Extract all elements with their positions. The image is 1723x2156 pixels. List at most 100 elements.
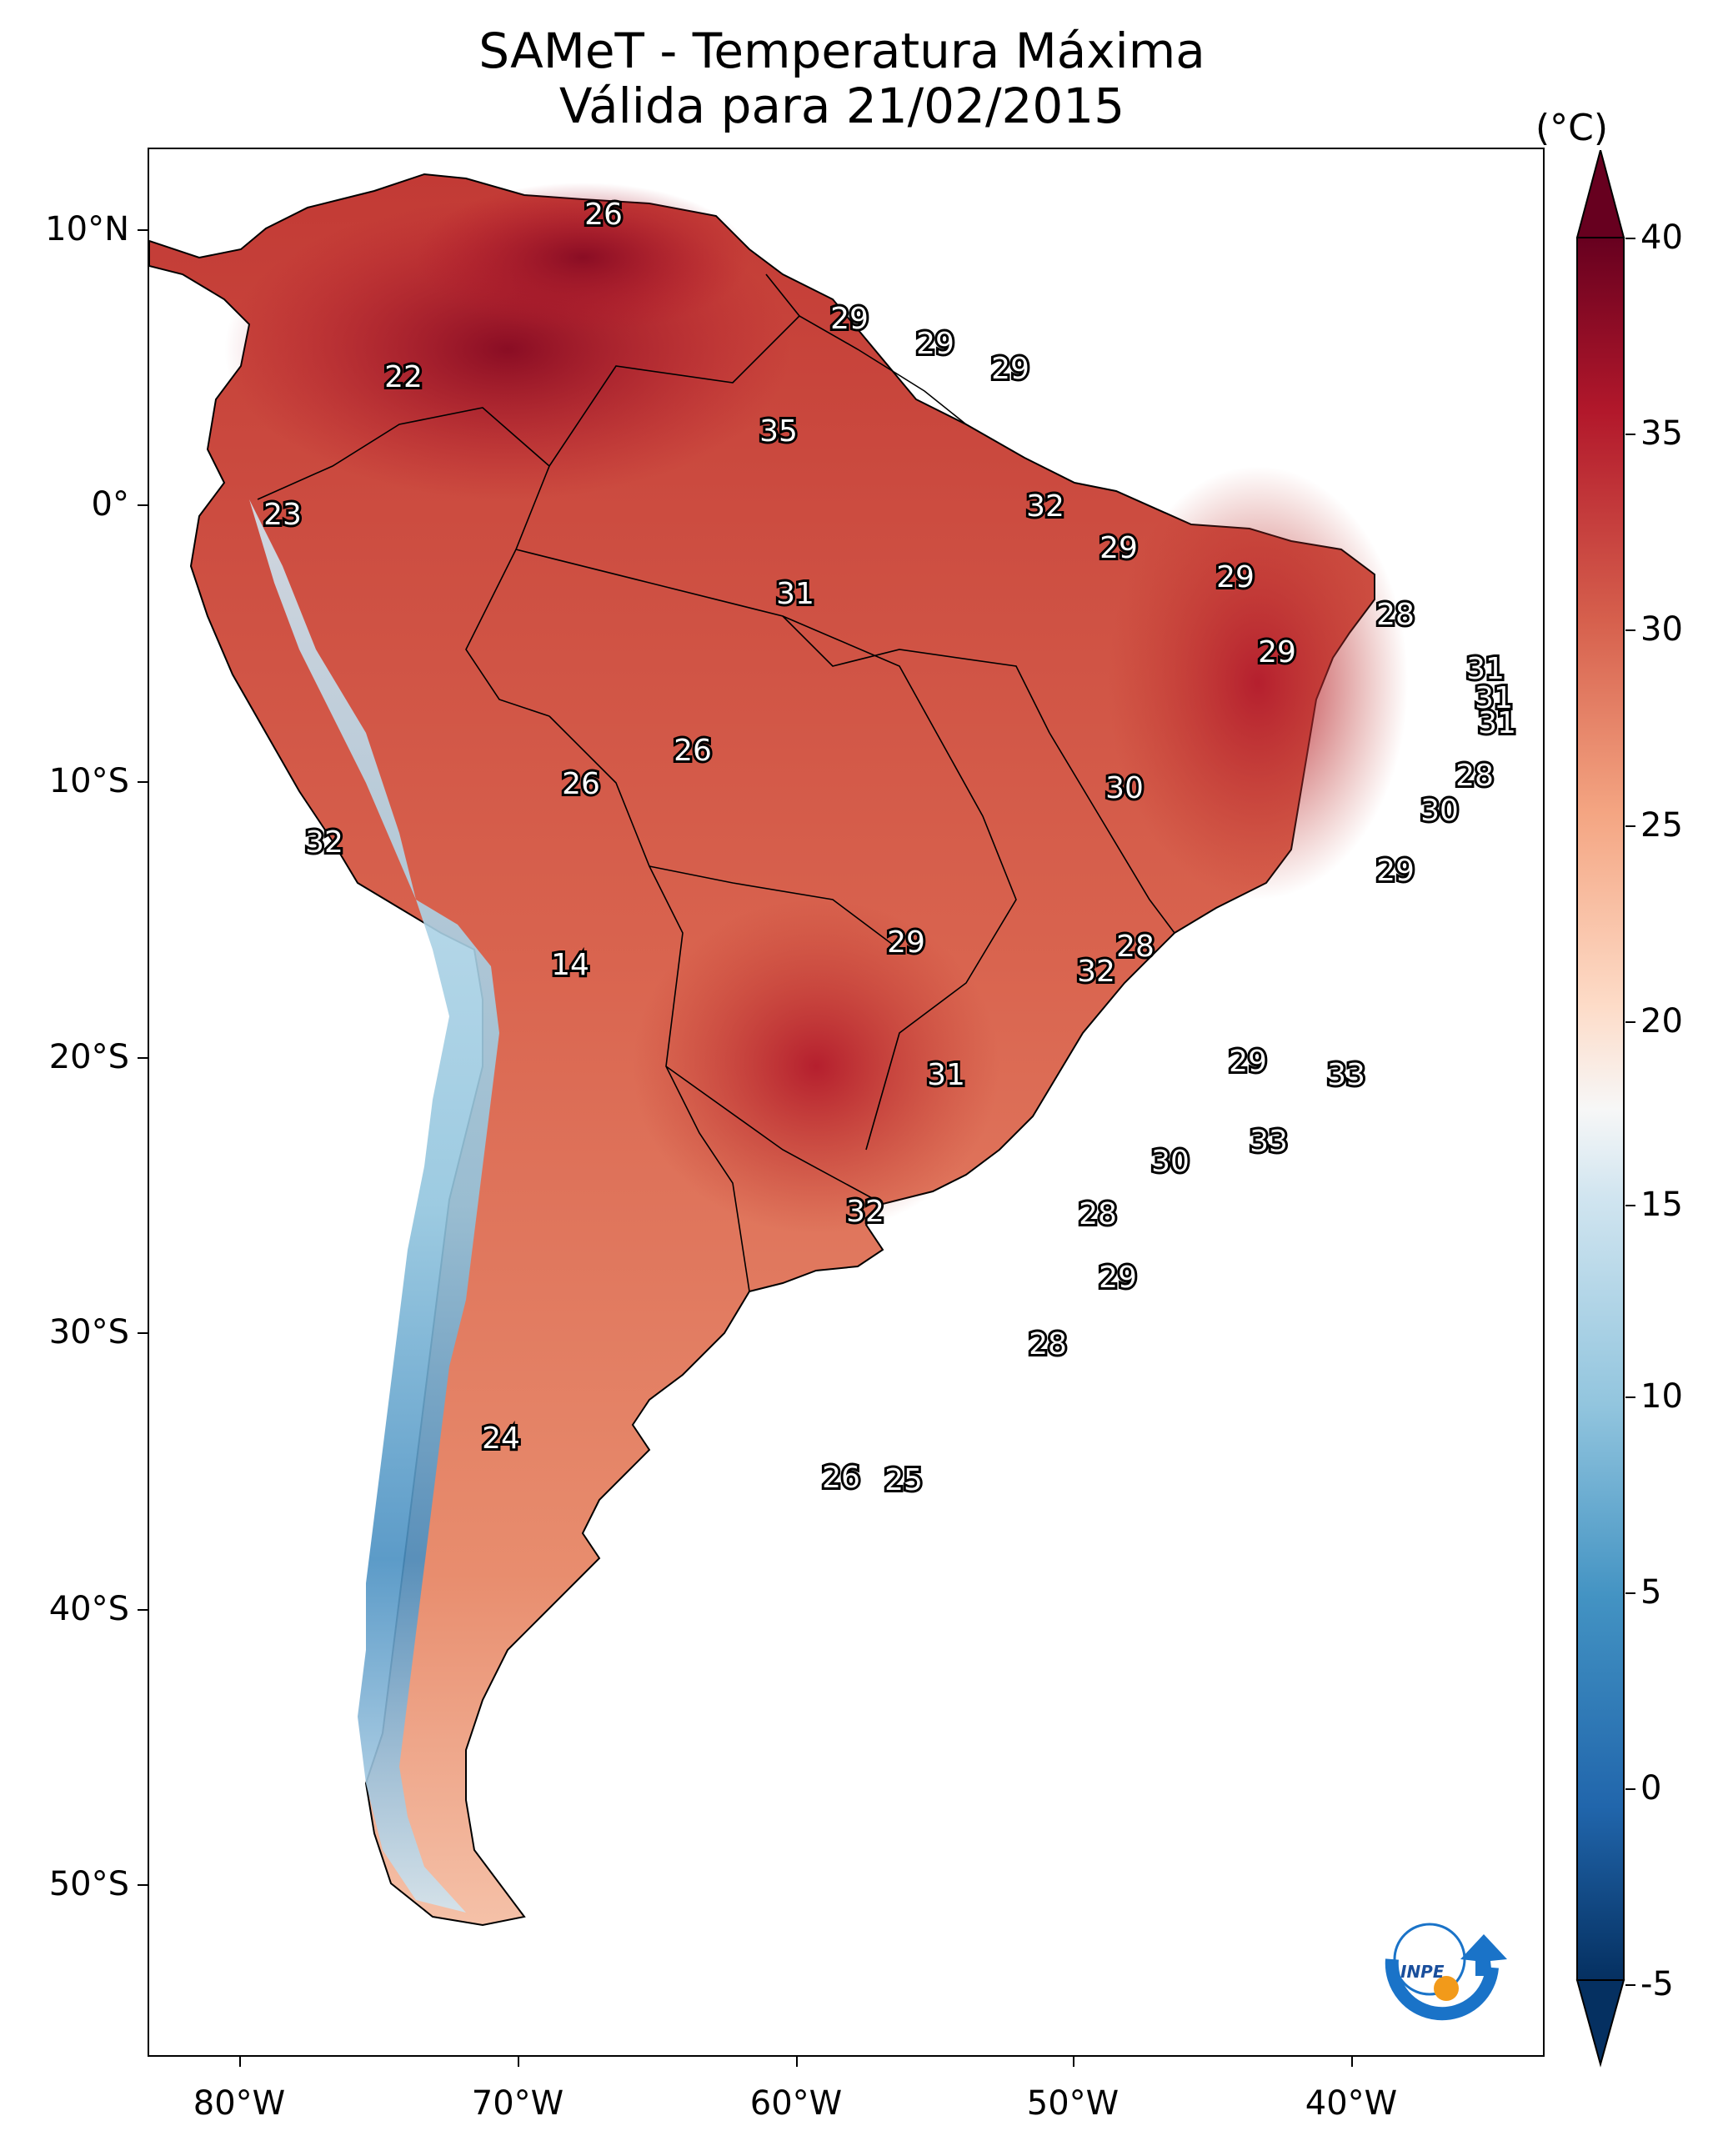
contour-label: 28 — [1079, 1197, 1117, 1231]
map-panel: 26 22 29 29 29 35 23 32 29 29 31 28 29 31 31 31 26 26 30 28… — [148, 148, 1545, 2057]
colorbar-tick-label: 5 — [1640, 1573, 1662, 1612]
contour-label: 29 — [1099, 531, 1138, 565]
lat-tick-mark — [138, 229, 148, 231]
colorbar-unit: (°C) — [1535, 107, 1609, 149]
contour-label: 35 — [759, 414, 798, 449]
colorbar-tick-label: 35 — [1640, 414, 1683, 453]
colorbar-tick-label: 40 — [1640, 218, 1683, 257]
lat-tick-label: 30°S — [48, 1313, 129, 1351]
contour-label: 33 — [1327, 1058, 1365, 1092]
andes-cold-band — [249, 499, 499, 1913]
colorbar-tick-label: 15 — [1640, 1186, 1683, 1224]
contour-label: 29 — [991, 352, 1029, 386]
lon-tick-mark — [239, 2057, 241, 2067]
contour-label: 22 — [384, 360, 423, 394]
country-borders — [257, 273, 1175, 1292]
lat-tick-mark — [138, 504, 148, 506]
contour-label: 31 — [776, 577, 814, 611]
contour-label: 32 — [1026, 489, 1064, 524]
colorbar-tick-mark — [1625, 825, 1635, 827]
colorbar-top-arrow — [1575, 150, 1625, 238]
lat-tick-mark — [138, 1332, 148, 1334]
contour-label: 28 — [1376, 598, 1415, 632]
colorbar-tick-label: 20 — [1640, 1002, 1683, 1040]
contour-label: 25 — [884, 1463, 923, 1497]
colorbar-tick-mark — [1625, 629, 1635, 631]
contour-label: 32 — [305, 825, 343, 860]
contour-label: 29 — [1099, 1261, 1137, 1295]
lon-tick-label: 60°W — [749, 2084, 843, 2123]
lat-tick-label: 0° — [91, 485, 129, 524]
lat-tick-mark — [138, 781, 148, 783]
contour-label: 26 — [822, 1461, 860, 1495]
hot-zone-east — [1108, 466, 1408, 900]
colorbar-tick-label: -5 — [1640, 1965, 1674, 2003]
contour-label: 28 — [1029, 1327, 1067, 1361]
contour-label: 14 — [551, 948, 589, 982]
map-title: SAMeT - Temperatura Máxima — [478, 23, 1205, 79]
contour-label: 28 — [1455, 759, 1494, 793]
contour-label: 31 — [1478, 706, 1516, 740]
contour-label: 24 — [482, 1421, 520, 1456]
logo-text: INPE — [1400, 1962, 1445, 1982]
colorbar-tick-mark — [1625, 1788, 1635, 1790]
colorbar-tick-mark — [1625, 238, 1635, 239]
colorbar-tick-label: 0 — [1640, 1769, 1662, 1808]
colorbar-bottom-arrow — [1575, 1979, 1625, 2068]
colorbar-tick-mark — [1625, 1592, 1635, 1594]
lat-tick-mark — [138, 1609, 148, 1611]
lat-tick-label: 20°S — [48, 1038, 129, 1076]
lon-tick-mark — [796, 2057, 798, 2067]
contour-label: 32 — [846, 1195, 884, 1229]
colorbar-tick-label: 25 — [1640, 806, 1683, 845]
contour-label: 32 — [1077, 955, 1115, 989]
hot-zone-venezuela — [416, 183, 749, 333]
contour-label: 30 — [1105, 771, 1144, 805]
map-subtitle: Válida para 21/02/2015 — [558, 78, 1125, 134]
colorbar-tick-mark — [1625, 1396, 1635, 1398]
contour-label: 33 — [1250, 1125, 1288, 1159]
lon-tick-label: 50°W — [1026, 2084, 1119, 2123]
colorbar-tick-mark — [1625, 434, 1635, 435]
inpe-logo-icon: INPE — [1385, 1923, 1507, 2021]
lat-tick-label: 10°S — [48, 762, 129, 800]
lon-tick-mark — [1073, 2057, 1074, 2067]
contour-label: 31 — [1475, 681, 1513, 715]
contour-label: 26 — [674, 734, 712, 768]
colorbar-body — [1576, 237, 1625, 1981]
contour-label: 26 — [584, 198, 623, 232]
contour-label: 23 — [263, 498, 302, 532]
contour-label: 31 — [927, 1058, 965, 1092]
colorbar-tick-mark — [1625, 1984, 1635, 1986]
colorbar-tick-mark — [1625, 1205, 1635, 1206]
contour-label: 29 — [1258, 635, 1296, 669]
contour-label: 30 — [1420, 794, 1459, 828]
lat-tick-mark — [138, 1057, 148, 1059]
contour-label: 29 — [887, 925, 925, 960]
contour-label: 29 — [1229, 1045, 1267, 1079]
lon-tick-mark — [1351, 2057, 1353, 2067]
contour-label: 29 — [916, 327, 954, 361]
hot-zone-paraguay — [633, 900, 999, 1233]
contour-label: 26 — [562, 767, 600, 801]
contour-label: 30 — [1151, 1145, 1190, 1179]
contour-label: 31 — [1466, 652, 1505, 686]
contour-label: 28 — [1116, 930, 1155, 964]
lon-tick-mark — [518, 2057, 519, 2067]
lat-tick-label: 40°S — [48, 1590, 129, 1628]
lon-tick-label: 80°W — [193, 2084, 286, 2123]
contour-label: 29 — [1216, 560, 1255, 594]
lon-tick-label: 70°W — [471, 2084, 564, 2123]
colorbar-tick-label: 30 — [1640, 610, 1683, 649]
lat-tick-label: 10°N — [45, 210, 129, 248]
lat-tick-mark — [138, 1884, 148, 1886]
colorbar — [1575, 150, 1625, 2068]
contour-label: 29 — [1376, 854, 1415, 888]
colorbar-tick-mark — [1625, 1021, 1635, 1023]
lat-tick-label: 50°S — [48, 1865, 129, 1903]
colorbar-tick-label: 10 — [1640, 1377, 1683, 1416]
contour-label: 29 — [830, 302, 869, 336]
lon-tick-label: 40°W — [1305, 2084, 1398, 2123]
